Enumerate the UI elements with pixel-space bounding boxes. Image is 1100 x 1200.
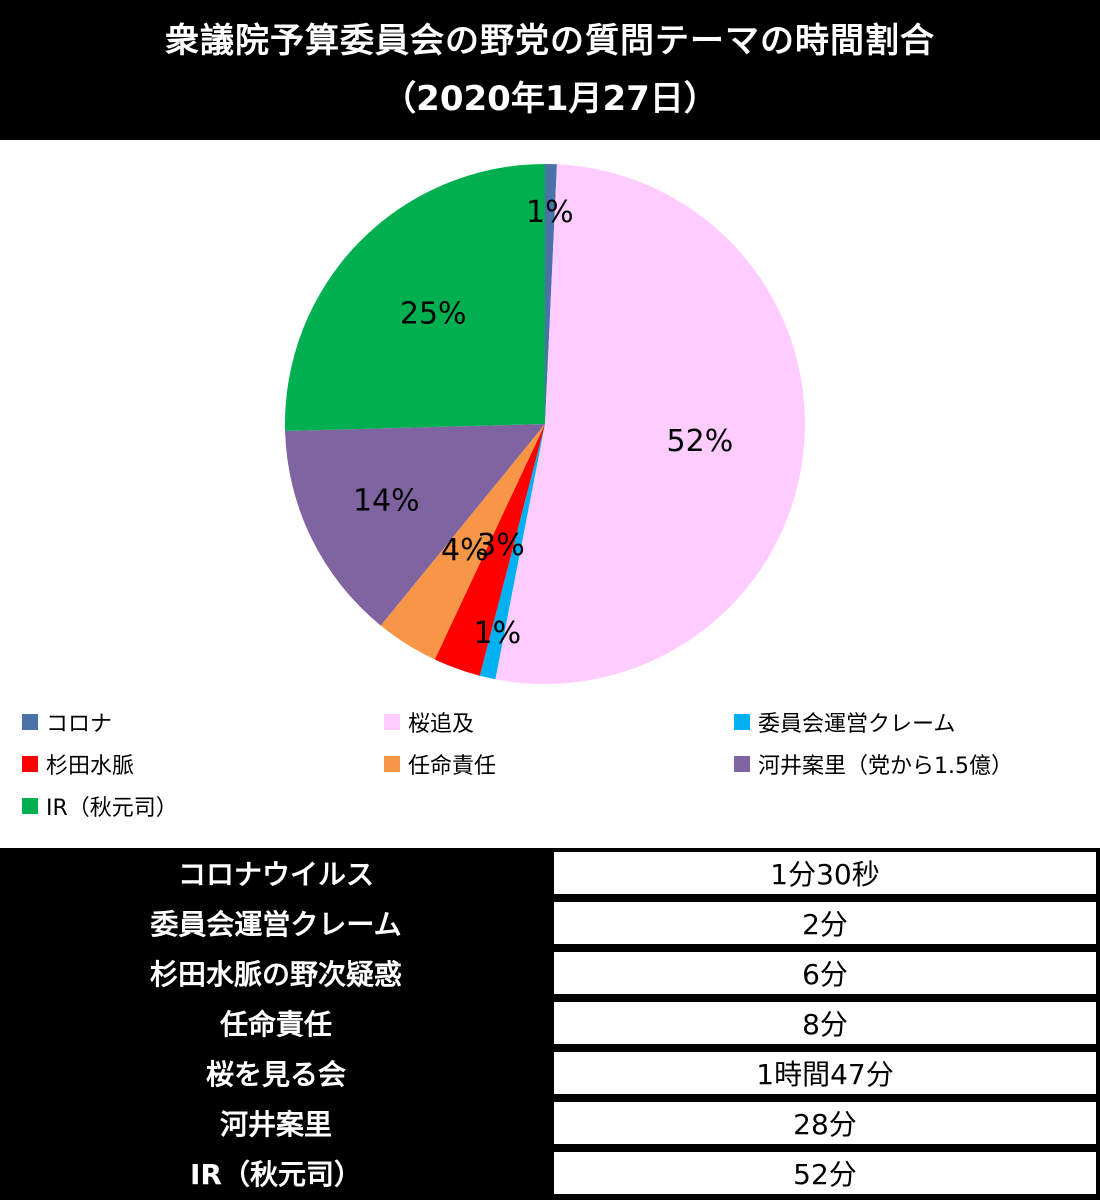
table-row: 桜を見る会 1時間47分	[0, 1048, 1100, 1098]
legend-label: IR（秋元司）	[46, 796, 178, 821]
table-cell-time: 1時間47分	[552, 1050, 1098, 1096]
pie-slice-3	[434, 424, 545, 676]
time-table: コロナウイルス 1分30秒 委員会運営クレーム 2分 杉田水脈の野次疑惑 6分 任命責任 8分…	[0, 848, 1100, 1200]
legend-label: 任命責任	[408, 754, 497, 779]
pie-slice-5	[285, 424, 545, 626]
legend-item-0: コロナ	[22, 706, 112, 738]
pie-data-label-2: 1%	[474, 616, 522, 651]
pie-slice-6	[285, 164, 545, 431]
pie-data-label-5: 14%	[353, 484, 420, 519]
table-cell-time: 8分	[552, 1000, 1098, 1046]
table-row: 任命責任 8分	[0, 998, 1100, 1048]
table-cell-time: 28分	[552, 1100, 1098, 1146]
legend-swatch	[22, 714, 38, 730]
legend-swatch	[22, 756, 38, 772]
legend-swatch	[384, 756, 400, 772]
legend-label: 桜追及	[408, 712, 475, 737]
pie-data-label-0: 1%	[526, 195, 574, 230]
table-row: コロナウイルス 1分30秒	[0, 848, 1100, 898]
legend-item-2: 委員会運営クレーム	[734, 706, 955, 738]
table-row: IR（秋元司） 52分	[0, 1148, 1100, 1198]
legend-swatch	[384, 714, 400, 730]
pie-data-label-3: 3%	[477, 528, 525, 563]
chart-legend: コロナ 桜追及 委員会運営クレーム杉田水脈 任命責任 河井案里（党から1.5億） IR（秋…	[22, 700, 1092, 822]
pie-slice-1	[495, 164, 806, 685]
table-cell-topic: 委員会運営クレーム	[0, 898, 552, 948]
pie-data-label-6: 25%	[400, 297, 467, 332]
table-cell-topic: 桜を見る会	[0, 1048, 552, 1098]
table-cell-time: 2分	[552, 900, 1098, 946]
pie-slice-2	[479, 424, 545, 680]
table-cell-topic: IR（秋元司）	[0, 1148, 552, 1198]
legend-label: 委員会運営クレーム	[758, 712, 956, 737]
chart-title-bar: 衆議院予算委員会の野党の質問テーマの時間割合 （2020年1月27日）	[0, 0, 1100, 140]
pie-slice-0	[545, 164, 557, 424]
pie-data-label-4: 4%	[441, 533, 489, 568]
table-cell-topic: 杉田水脈の野次疑惑	[0, 948, 552, 998]
pie-slice-4	[380, 424, 545, 660]
pie-chart: 1% 52% 1% 3%4% 14% 25%	[285, 164, 806, 685]
table-cell-topic: コロナウイルス	[0, 848, 552, 898]
legend-label: 杉田水脈	[46, 754, 135, 779]
legend-swatch	[734, 714, 750, 730]
legend-swatch	[22, 798, 38, 814]
table-cell-topic: 河井案里	[0, 1098, 552, 1148]
legend-item-6: IR（秋元司）	[22, 790, 178, 822]
pie-data-label-1: 52%	[667, 424, 734, 459]
table-cell-time: 6分	[552, 950, 1098, 996]
legend-item-1: 桜追及	[384, 706, 474, 738]
table-row: 杉田水脈の野次疑惑 6分	[0, 948, 1100, 998]
table-row: 河井案里 28分	[0, 1098, 1100, 1148]
legend-label: コロナ	[46, 712, 113, 737]
table-cell-time: 1分30秒	[552, 850, 1098, 896]
legend-item-4: 任命責任	[384, 748, 496, 780]
table-cell-topic: 任命責任	[0, 998, 552, 1048]
table-row: 委員会運営クレーム 2分	[0, 898, 1100, 948]
legend-item-3: 杉田水脈	[22, 748, 134, 780]
chart-subtitle-date: （2020年1月27日）	[382, 79, 718, 119]
chart-title: 衆議院予算委員会の野党の質問テーマの時間割合	[165, 21, 935, 61]
legend-swatch	[734, 756, 750, 772]
legend-item-5: 河井案里（党から1.5億）	[734, 748, 1013, 780]
table-cell-time: 52分	[552, 1150, 1098, 1196]
legend-label: 河井案里（党から1.5億）	[758, 754, 1013, 779]
